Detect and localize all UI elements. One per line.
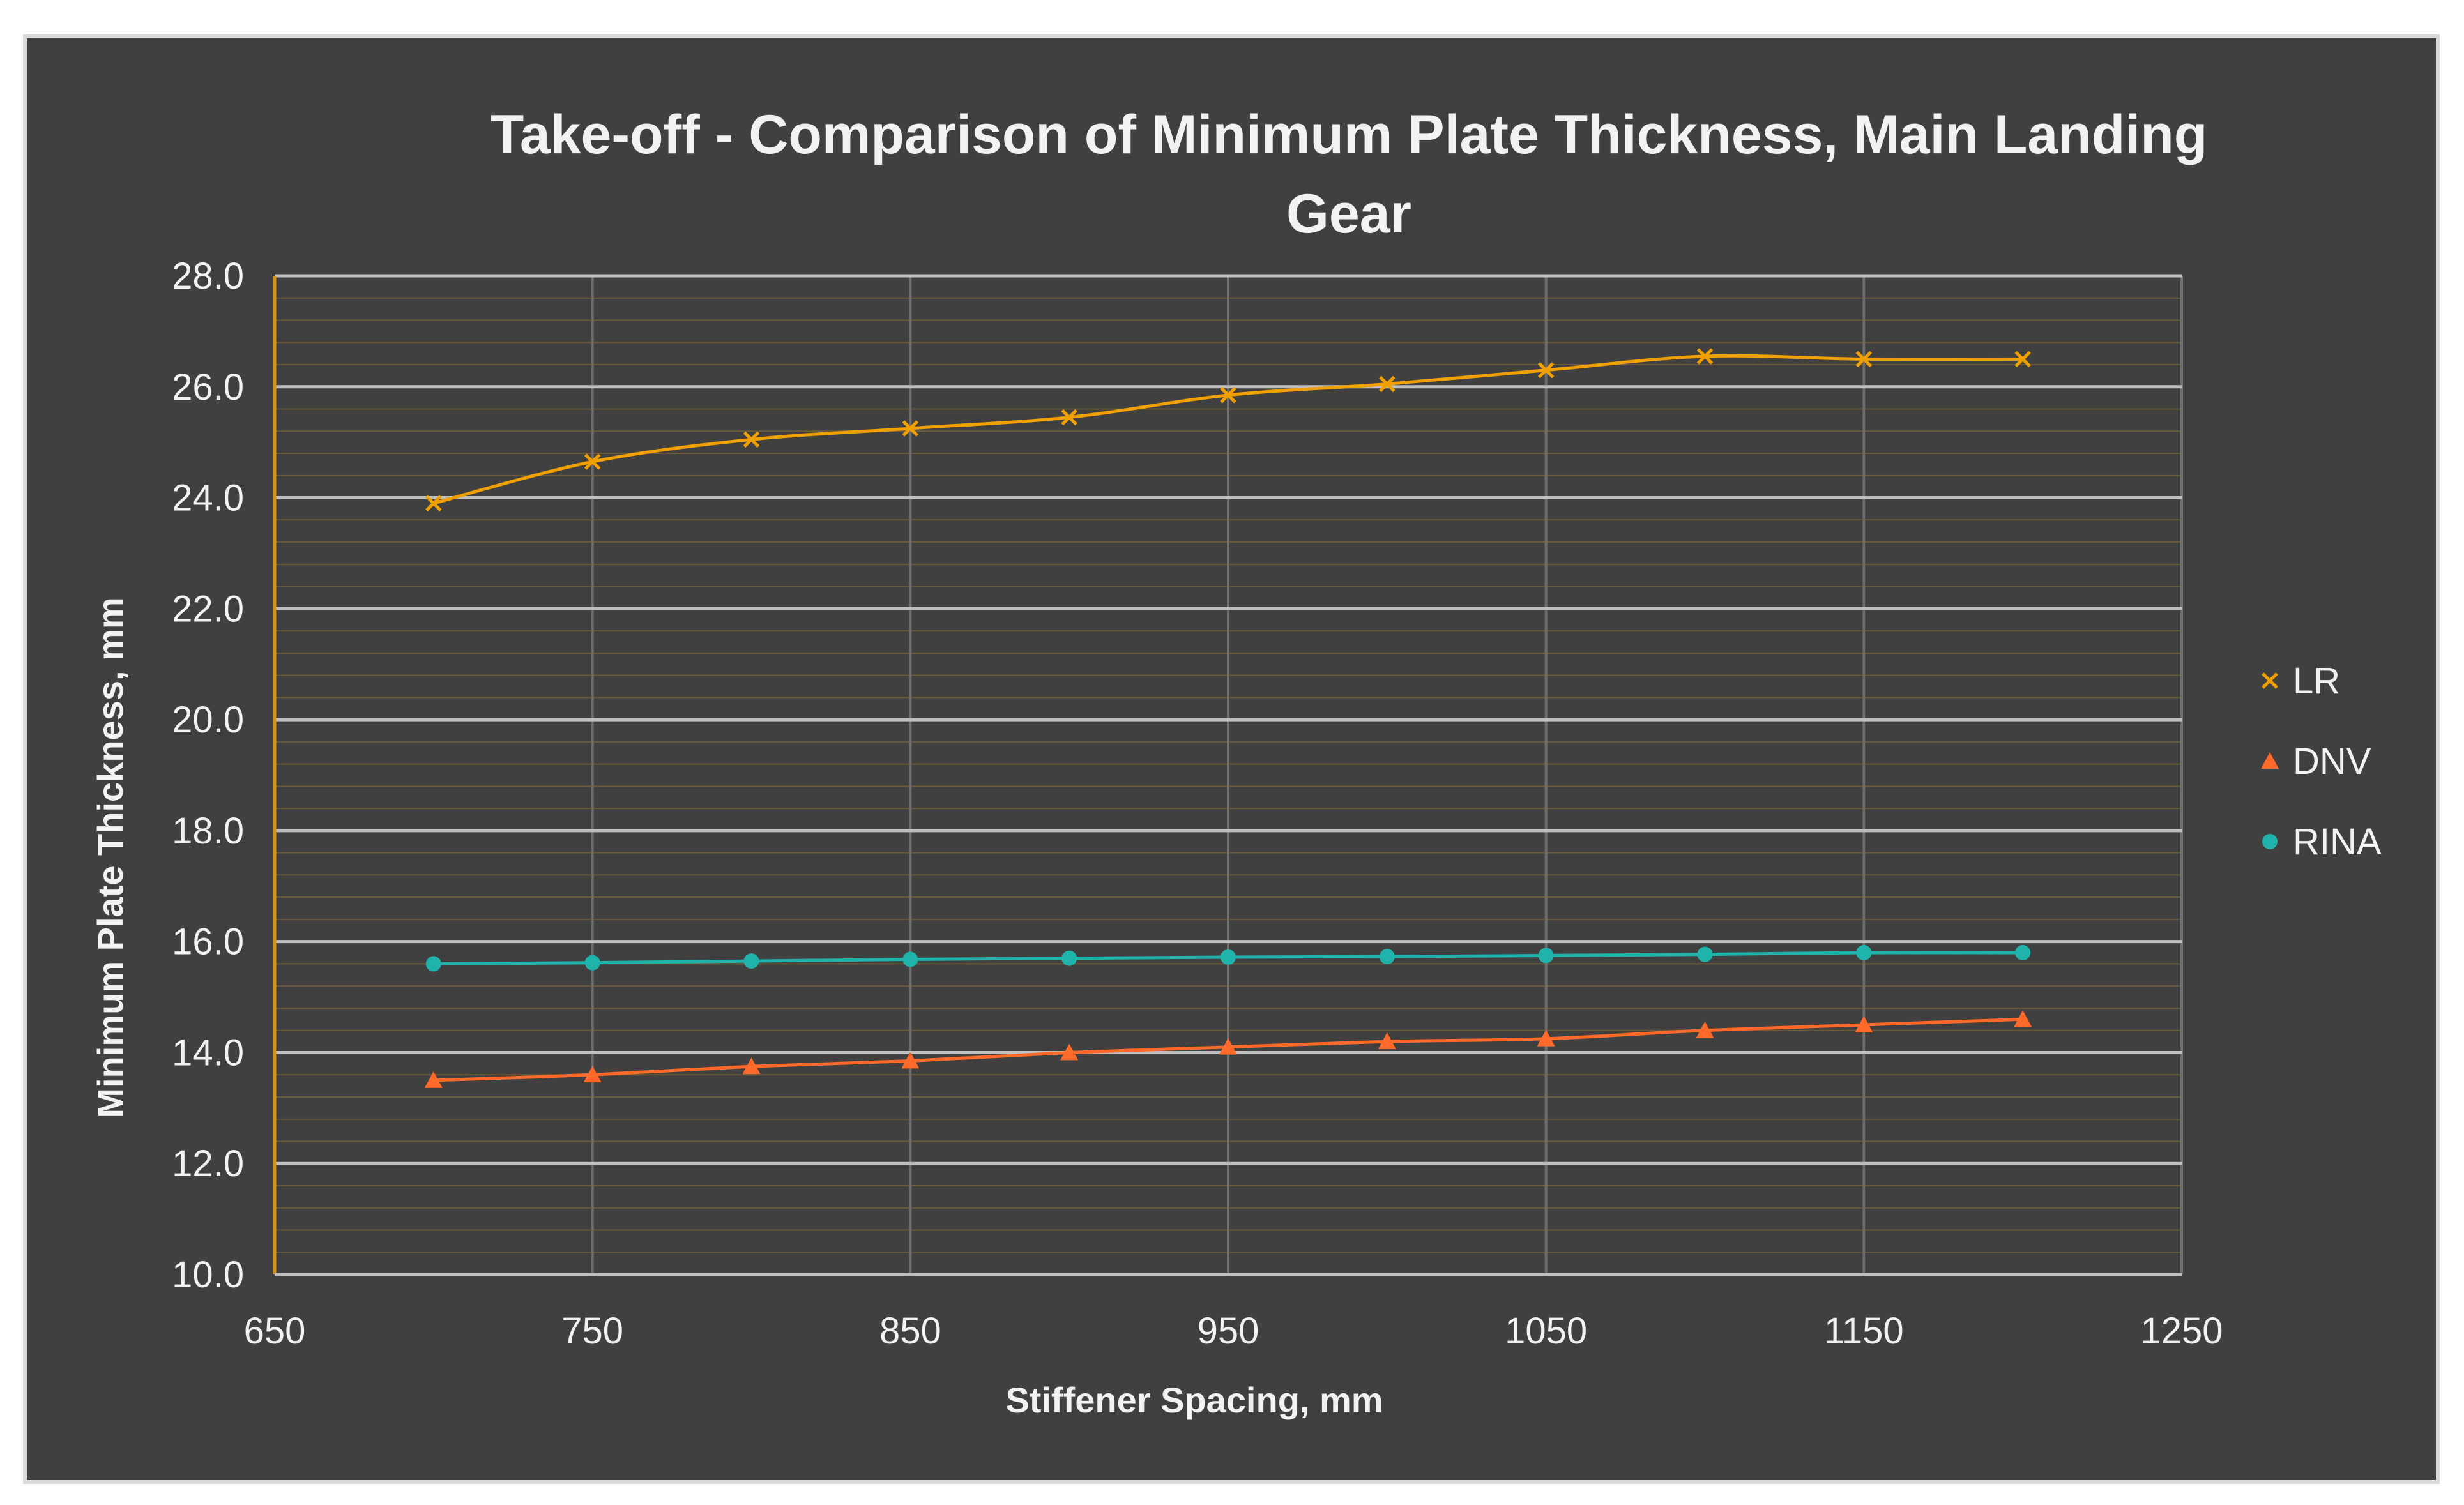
chart-title-line-2: Gear <box>1286 183 1411 245</box>
data-point-rina <box>1061 950 1077 966</box>
y-tick-label: 14.0 <box>172 1032 244 1073</box>
data-point-lr <box>584 453 601 470</box>
x-axis-label: Stiffener Spacing, mm <box>1005 1380 1383 1420</box>
legend-marker-lr <box>2262 672 2278 689</box>
x-tick-label: 750 <box>561 1310 623 1352</box>
data-point-dnv <box>1696 1021 1714 1038</box>
data-point-rina <box>902 951 918 967</box>
data-point-rina <box>1697 946 1713 962</box>
marker-stroke <box>584 453 601 470</box>
marker-stroke <box>902 420 919 437</box>
data-point-lr <box>1220 387 1236 404</box>
x-tick-label: 1150 <box>1824 1310 1904 1352</box>
y-tick-label: 28.0 <box>172 255 244 297</box>
marker-stroke <box>1379 375 1396 393</box>
x-tick-label: 1250 <box>2140 1310 2223 1352</box>
y-tick-label: 26.0 <box>172 367 244 408</box>
y-tick-label: 24.0 <box>172 478 244 519</box>
x-tick-label: 850 <box>879 1310 941 1352</box>
data-point-rina <box>743 953 759 969</box>
data-point-dnv <box>1855 1016 1873 1032</box>
data-point-dnv <box>1537 1029 1555 1047</box>
legend-label-dnv: DNV <box>2293 741 2371 782</box>
data-point-rina <box>1379 949 1395 965</box>
data-point-dnv <box>1219 1038 1237 1055</box>
legend-marker-dnv <box>2261 752 2279 769</box>
marker-stroke <box>1220 387 1236 404</box>
y-tick-label: 16.0 <box>172 921 244 963</box>
data-point-dnv <box>1378 1032 1396 1049</box>
y-tick-label: 12.0 <box>172 1143 244 1184</box>
marker-stroke <box>1696 348 1714 365</box>
data-point-dnv <box>901 1052 920 1069</box>
data-point-dnv <box>424 1071 443 1088</box>
data-point-lr <box>1855 351 1873 368</box>
data-point-rina <box>2015 945 2031 961</box>
legend-label-rina: RINA <box>2293 821 2382 863</box>
data-point-lr <box>2014 351 2031 368</box>
y-tick-label: 10.0 <box>172 1254 244 1296</box>
marker-stroke <box>2014 351 2031 368</box>
plot-area: 650 750 850 950 1050 1150 1250 10.0 12.0 14.0 16.0… <box>172 255 2223 1352</box>
marker-stroke <box>425 495 442 512</box>
data-point-rina <box>1856 945 1872 961</box>
x-tick-label: 950 <box>1198 1310 1259 1352</box>
marker-stroke <box>1855 351 1873 368</box>
marker-stroke <box>2262 672 2278 689</box>
x-tick-label: 1050 <box>1505 1310 1587 1352</box>
marker-stroke <box>1537 361 1555 379</box>
data-point-dnv <box>742 1057 761 1075</box>
data-point-dnv <box>2014 1010 2032 1027</box>
y-tick-label: 22.0 <box>172 588 244 630</box>
marker-stroke <box>743 431 760 448</box>
data-point-lr <box>902 420 919 437</box>
data-point-rina <box>584 955 600 971</box>
data-point-lr <box>1537 361 1555 379</box>
legend-label-lr: LR <box>2293 660 2340 702</box>
y-axis-label: Minimum Plate Thickness, mm <box>90 597 130 1117</box>
marker-stroke <box>1061 409 1077 426</box>
data-point-lr <box>1379 375 1396 393</box>
data-point-lr <box>425 495 442 512</box>
chart-title-line-1: Take-off - Comparison of Minimum Plate T… <box>491 104 2208 165</box>
data-point-rina <box>425 956 441 972</box>
legend: LR DNV RINA <box>2261 660 2382 863</box>
data-point-dnv <box>1060 1043 1079 1061</box>
data-point-dnv <box>583 1066 602 1083</box>
data-point-lr <box>1696 348 1714 365</box>
data-point-rina <box>1221 949 1236 965</box>
data-point-rina <box>1538 948 1554 964</box>
chart-frame: Take-off - Comparison of Minimum Plate T… <box>23 34 2440 1484</box>
y-tick-label: 20.0 <box>172 699 244 741</box>
data-point-lr <box>743 431 760 448</box>
chart-canvas: Take-off - Comparison of Minimum Plate T… <box>90 104 2382 1420</box>
x-tick-label: 650 <box>244 1310 306 1352</box>
legend-marker-rina <box>2262 834 2278 849</box>
y-tick-label: 18.0 <box>172 810 244 852</box>
data-point-lr <box>1061 409 1077 426</box>
